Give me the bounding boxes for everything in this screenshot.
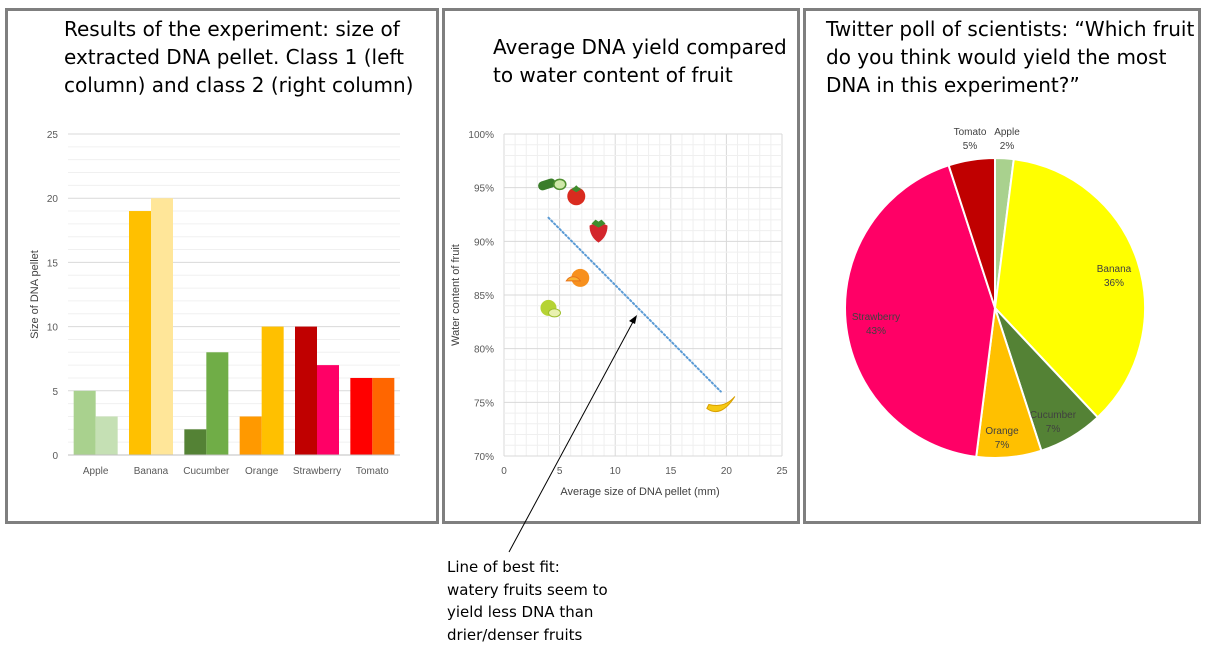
bar — [350, 377, 373, 455]
x-tick-label: Cucumber — [183, 466, 230, 477]
bar — [261, 326, 284, 455]
y-tick-label: 100% — [468, 130, 494, 141]
banana-shape — [706, 396, 736, 412]
tomato-shape — [567, 187, 586, 206]
pie-percent-label: 2% — [1000, 141, 1015, 152]
pie-chart: Apple 2% Banana 36% Cucumber 7% Orange 7% Strawb… — [844, 127, 1146, 459]
x-axis-title: Average size of DNA pellet (mm) — [560, 486, 719, 498]
y-tick-label: 75% — [474, 398, 494, 409]
pie-label: Orange — [985, 426, 1019, 437]
x-tick-label: 10 — [610, 466, 622, 477]
pie-label: Banana — [1097, 264, 1132, 275]
y-tick-label: 85% — [474, 291, 494, 302]
bar — [73, 390, 96, 455]
pie-label: Tomato — [954, 127, 987, 138]
pie-label: Cucumber — [1030, 410, 1077, 421]
banana-icon — [706, 396, 736, 412]
cucumber-slice-shape — [553, 178, 567, 191]
pie-percent-label: 7% — [1046, 424, 1061, 435]
x-tick-label: 5 — [557, 466, 563, 477]
scatter-chart-panel: Average DNA yield compared to water cont… — [442, 8, 800, 524]
pie-chart-title: Twitter poll of scientists: “Which fruit… — [826, 17, 1195, 97]
bar — [95, 416, 118, 455]
y-tick-label: 95% — [474, 184, 494, 195]
annotation-arrow — [508, 319, 635, 553]
bar-chart-title: Results of the experiment: size of extra… — [64, 17, 414, 97]
pie-percent-label: 43% — [866, 326, 886, 337]
y-tick-label: 10 — [47, 323, 59, 334]
pie-label: Apple — [994, 127, 1020, 138]
y-tick-label: 80% — [474, 345, 494, 356]
apple-slice-shape — [547, 308, 561, 318]
pie-percent-label: 5% — [963, 141, 978, 152]
y-tick-label: 70% — [474, 452, 494, 463]
y-tick-label: 5 — [52, 387, 58, 398]
bar — [295, 326, 317, 455]
y-tick-label: 20 — [47, 194, 59, 205]
x-tick-label: 15 — [665, 466, 677, 477]
annotation-arrowhead — [629, 315, 637, 324]
bar — [239, 416, 262, 455]
orange-icon — [565, 268, 590, 287]
x-tick-label: 0 — [501, 466, 507, 477]
bar — [317, 365, 339, 455]
pie-slice — [947, 156, 996, 309]
y-tick-label: 25 — [47, 130, 59, 141]
bar-chart: 0 5 10 15 20 25 Apple Banana Cucumber Orange Straw… — [29, 130, 400, 477]
y-tick-label: 0 — [52, 451, 58, 462]
x-tick-label: Orange — [245, 466, 279, 477]
annotation-line: drier/denser fruits — [447, 625, 583, 644]
y-axis-title: Water content of fruit — [450, 244, 462, 346]
annotation-line: Line of best fit: — [447, 558, 560, 576]
x-tick-label: 25 — [776, 466, 788, 477]
orange-shape — [571, 268, 590, 287]
x-tick-label: Apple — [83, 466, 109, 477]
bar — [372, 377, 395, 455]
bar — [129, 211, 151, 455]
bar — [206, 352, 229, 455]
x-tick-label: Banana — [134, 466, 169, 477]
scatter-chart-title: Average DNA yield compared to water cont… — [493, 35, 787, 87]
tomato-icon — [567, 185, 586, 206]
annotation-line: watery fruits seem to — [447, 580, 608, 599]
pie-slice — [993, 158, 1146, 419]
x-tick-label: Tomato — [356, 466, 389, 477]
y-tick-label: 90% — [474, 237, 494, 248]
cucumber-icon — [538, 178, 567, 191]
trendline-annotation: Line of best fit: watery fruits seem to … — [447, 556, 647, 646]
strawberry-icon — [589, 219, 608, 243]
pie-slice — [844, 164, 997, 458]
y-tick-label: 15 — [47, 258, 59, 269]
trendline — [547, 216, 722, 393]
orange-slice-shape — [565, 276, 582, 282]
strawberry-shape — [589, 223, 608, 243]
cucumber-shape — [538, 178, 556, 191]
bar — [184, 429, 207, 455]
y-axis-title: Size of DNA pellet — [29, 250, 41, 339]
annotation-line: yield less DNA than — [447, 603, 594, 621]
x-tick-label: Strawberry — [293, 466, 341, 477]
pie-percent-label: 36% — [1104, 278, 1124, 289]
apple-icon — [540, 299, 561, 318]
pie-percent-label: 7% — [995, 440, 1010, 451]
tomato-leaf-shape — [571, 185, 582, 193]
x-tick-label: 20 — [721, 466, 733, 477]
bar — [151, 198, 173, 455]
scatter-chart: 0 5 10 15 20 25 70% 75% 80% 85% 90% 95% 100% Average … — [450, 130, 788, 498]
pie-label: Strawberry — [852, 312, 900, 323]
strawberry-leaf-shape — [591, 219, 606, 228]
